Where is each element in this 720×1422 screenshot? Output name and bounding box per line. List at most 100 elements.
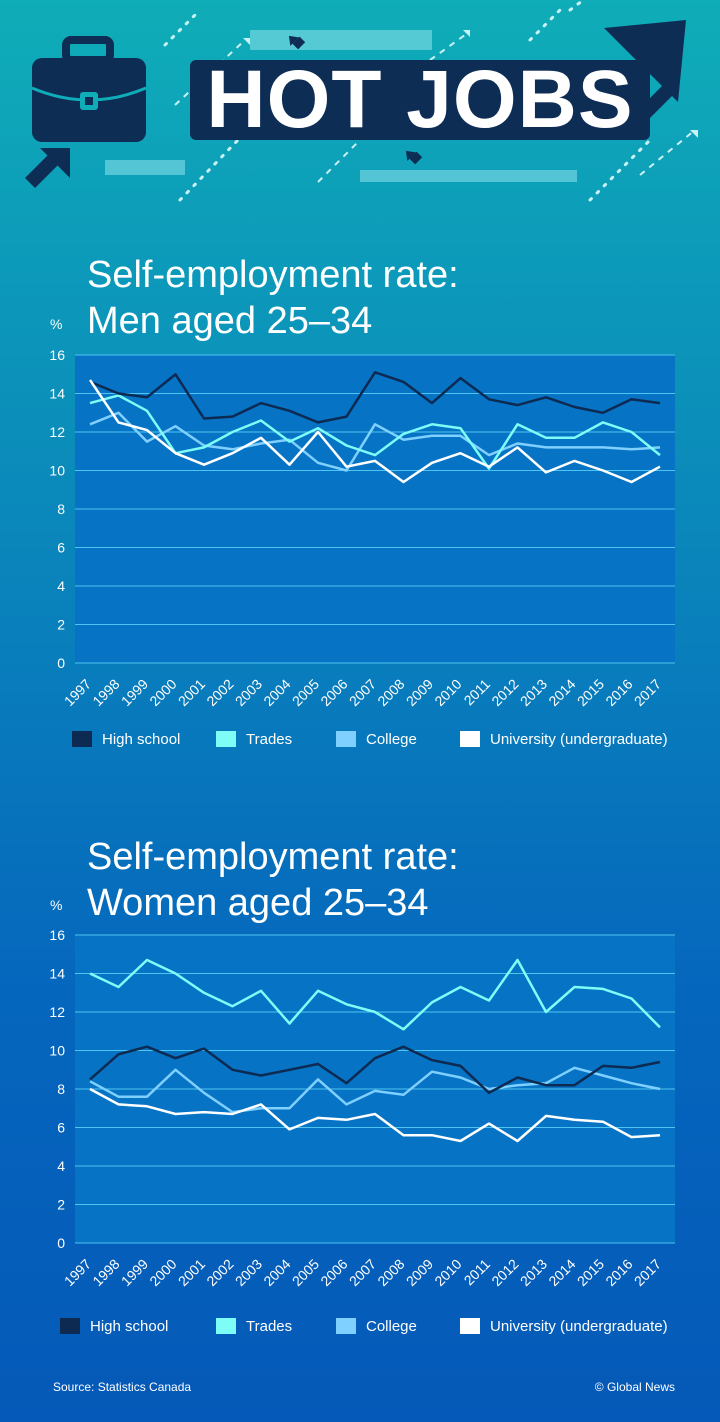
x-tick-label: 2000 (146, 676, 179, 709)
decor-dots (178, 138, 240, 202)
decor-bar (250, 30, 432, 50)
y-tick-label: 4 (57, 578, 65, 594)
legend-item-high-school: High school (72, 727, 180, 751)
chart-title-line: Men aged 25–34 (87, 300, 373, 342)
y-tick-label: 4 (57, 1158, 65, 1174)
y-tick-label: 6 (57, 1120, 65, 1136)
x-tick-label: 2017 (631, 676, 664, 709)
page-title: HOT JOBS (190, 59, 650, 141)
x-tick-label: 2012 (488, 1256, 521, 1289)
small-arrow-icon (463, 30, 470, 37)
series-line-trades (89, 958, 661, 1031)
x-tick-label: 1997 (61, 676, 94, 709)
x-tick-label: 1997 (61, 1256, 94, 1289)
decor-dots (588, 138, 652, 202)
credit-note: © Global News (594, 1380, 675, 1394)
legend-men: High school Trades College University (u… (0, 727, 720, 751)
line-chart-men: 0246810121416199719981999200020012002200… (49, 347, 675, 709)
x-tick-label: 2004 (260, 676, 293, 709)
legend-women: High school Trades College University (u… (0, 1314, 720, 1338)
series-line-university (88, 379, 661, 484)
x-tick-label: 2013 (517, 1256, 550, 1289)
legend-label: Trades (246, 1317, 293, 1335)
y-tick-label: 0 (57, 655, 65, 671)
briefcase-icon (31, 36, 147, 142)
header-illustration (25, 0, 698, 202)
x-tick-label: 2016 (602, 676, 635, 709)
legend-item-college: College (336, 727, 417, 751)
x-tick-label: 2005 (289, 1256, 322, 1289)
y-tick-label: 8 (57, 501, 65, 517)
chart-title-line: Self-employment rate: (87, 254, 459, 296)
y-tick-label: 6 (57, 540, 65, 556)
y-tick-label: 16 (49, 347, 65, 363)
series-line-university (89, 1087, 661, 1143)
y-tick-label: 10 (49, 1043, 65, 1059)
x-tick-label: 2001 (175, 1256, 208, 1289)
x-tick-label: 2008 (374, 676, 407, 709)
series-line-college (89, 1066, 661, 1114)
legend-swatch (216, 731, 236, 747)
legend-item-university: University (undergraduate) (460, 1314, 668, 1338)
legend-swatch (60, 1318, 80, 1334)
chart-title-women: Self-employment rate: Women aged 25–34 (87, 834, 687, 926)
x-tick-label: 2016 (602, 1256, 635, 1289)
legend-label: University (undergraduate) (490, 730, 668, 748)
legend-swatch (460, 1318, 480, 1334)
y-tick-label: 0 (57, 1235, 65, 1251)
legend-label: College (366, 1317, 417, 1335)
legend-swatch (336, 731, 356, 747)
x-tick-label: 2006 (317, 676, 350, 709)
decor-dots (528, 8, 562, 42)
legend-item-high-school: High school (60, 1314, 168, 1338)
series-line-trades (89, 394, 661, 470)
series-line-high-school (89, 1045, 661, 1095)
decor-dash (174, 39, 246, 106)
y-tick-label: 10 (49, 463, 65, 479)
x-tick-label: 2013 (517, 676, 550, 709)
legend-label: High school (90, 1317, 169, 1335)
small-arrow-icon (690, 130, 698, 138)
x-tick-label: 2005 (289, 676, 322, 709)
legend-label: Trades (246, 730, 293, 748)
legend-swatch (336, 1318, 356, 1334)
source-note: Source: Statistics Canada (53, 1380, 192, 1394)
y-tick-label: 2 (57, 617, 65, 633)
legend-label: College (366, 730, 417, 748)
legend-swatch (460, 731, 480, 747)
x-tick-label: 2007 (346, 1256, 379, 1289)
legend-swatch (216, 1318, 236, 1334)
x-tick-label: 2017 (631, 1256, 664, 1289)
small-arrow-icon (243, 38, 250, 45)
line-chart-women: 0246810121416199719981999200020012002200… (49, 927, 675, 1289)
series-line-college (89, 411, 661, 472)
chart-title-line: Self-employment rate: (87, 836, 459, 878)
legend-item-college: College (336, 1314, 417, 1338)
x-tick-label: 2003 (232, 676, 265, 709)
legend-item-trades: Trades (216, 727, 292, 751)
x-tick-label: 2011 (461, 1256, 494, 1289)
x-tick-label: 2014 (545, 1256, 578, 1289)
legend-label: High school (102, 730, 181, 748)
series-line-high-school (89, 371, 661, 424)
dark-arrow-icon (405, 150, 423, 165)
y-tick-label: 12 (49, 1004, 65, 1020)
y-axis-unit: % (50, 316, 63, 332)
y-axis-unit: % (50, 897, 63, 913)
legend-item-university: University (undergraduate) (460, 727, 668, 751)
x-tick-label: 2009 (403, 676, 436, 709)
dark-arrow-icon (288, 35, 306, 50)
y-tick-label: 16 (49, 927, 65, 943)
x-tick-label: 2009 (403, 1256, 436, 1289)
x-tick-label: 2000 (146, 1256, 179, 1289)
x-tick-label: 2006 (317, 1256, 350, 1289)
x-tick-label: 2010 (431, 1256, 464, 1289)
y-tick-label: 14 (49, 386, 65, 402)
y-tick-label: 12 (49, 424, 65, 440)
decor-bar (105, 160, 185, 175)
x-tick-label: 2012 (488, 676, 521, 709)
x-tick-label: 2002 (203, 676, 236, 709)
x-tick-label: 2014 (545, 676, 578, 709)
chart-title-men: Self-employment rate: Men aged 25–34 (87, 252, 687, 344)
decor-bar (360, 170, 577, 182)
